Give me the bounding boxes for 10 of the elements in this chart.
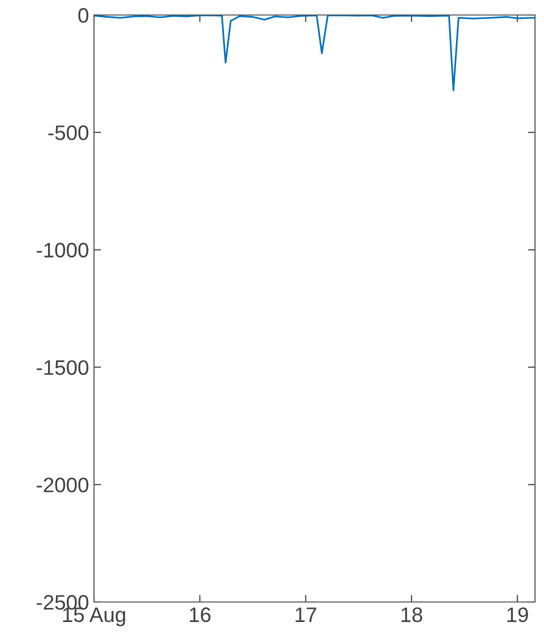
y-tick-label: -2500	[36, 595, 88, 610]
y-tick-label: 0	[78, 8, 88, 23]
x-tick-label: 17	[296, 608, 316, 622]
y-tick-label: -2000	[36, 478, 88, 492]
x-tick-label: 18	[402, 607, 422, 622]
y-tick-label: -1500	[36, 360, 88, 375]
x-tick-label: 19	[507, 607, 528, 622]
x-tick-label: 16	[190, 607, 211, 622]
y-tick-label: -1000	[36, 242, 88, 258]
y-tick-label: -500	[48, 125, 88, 140]
